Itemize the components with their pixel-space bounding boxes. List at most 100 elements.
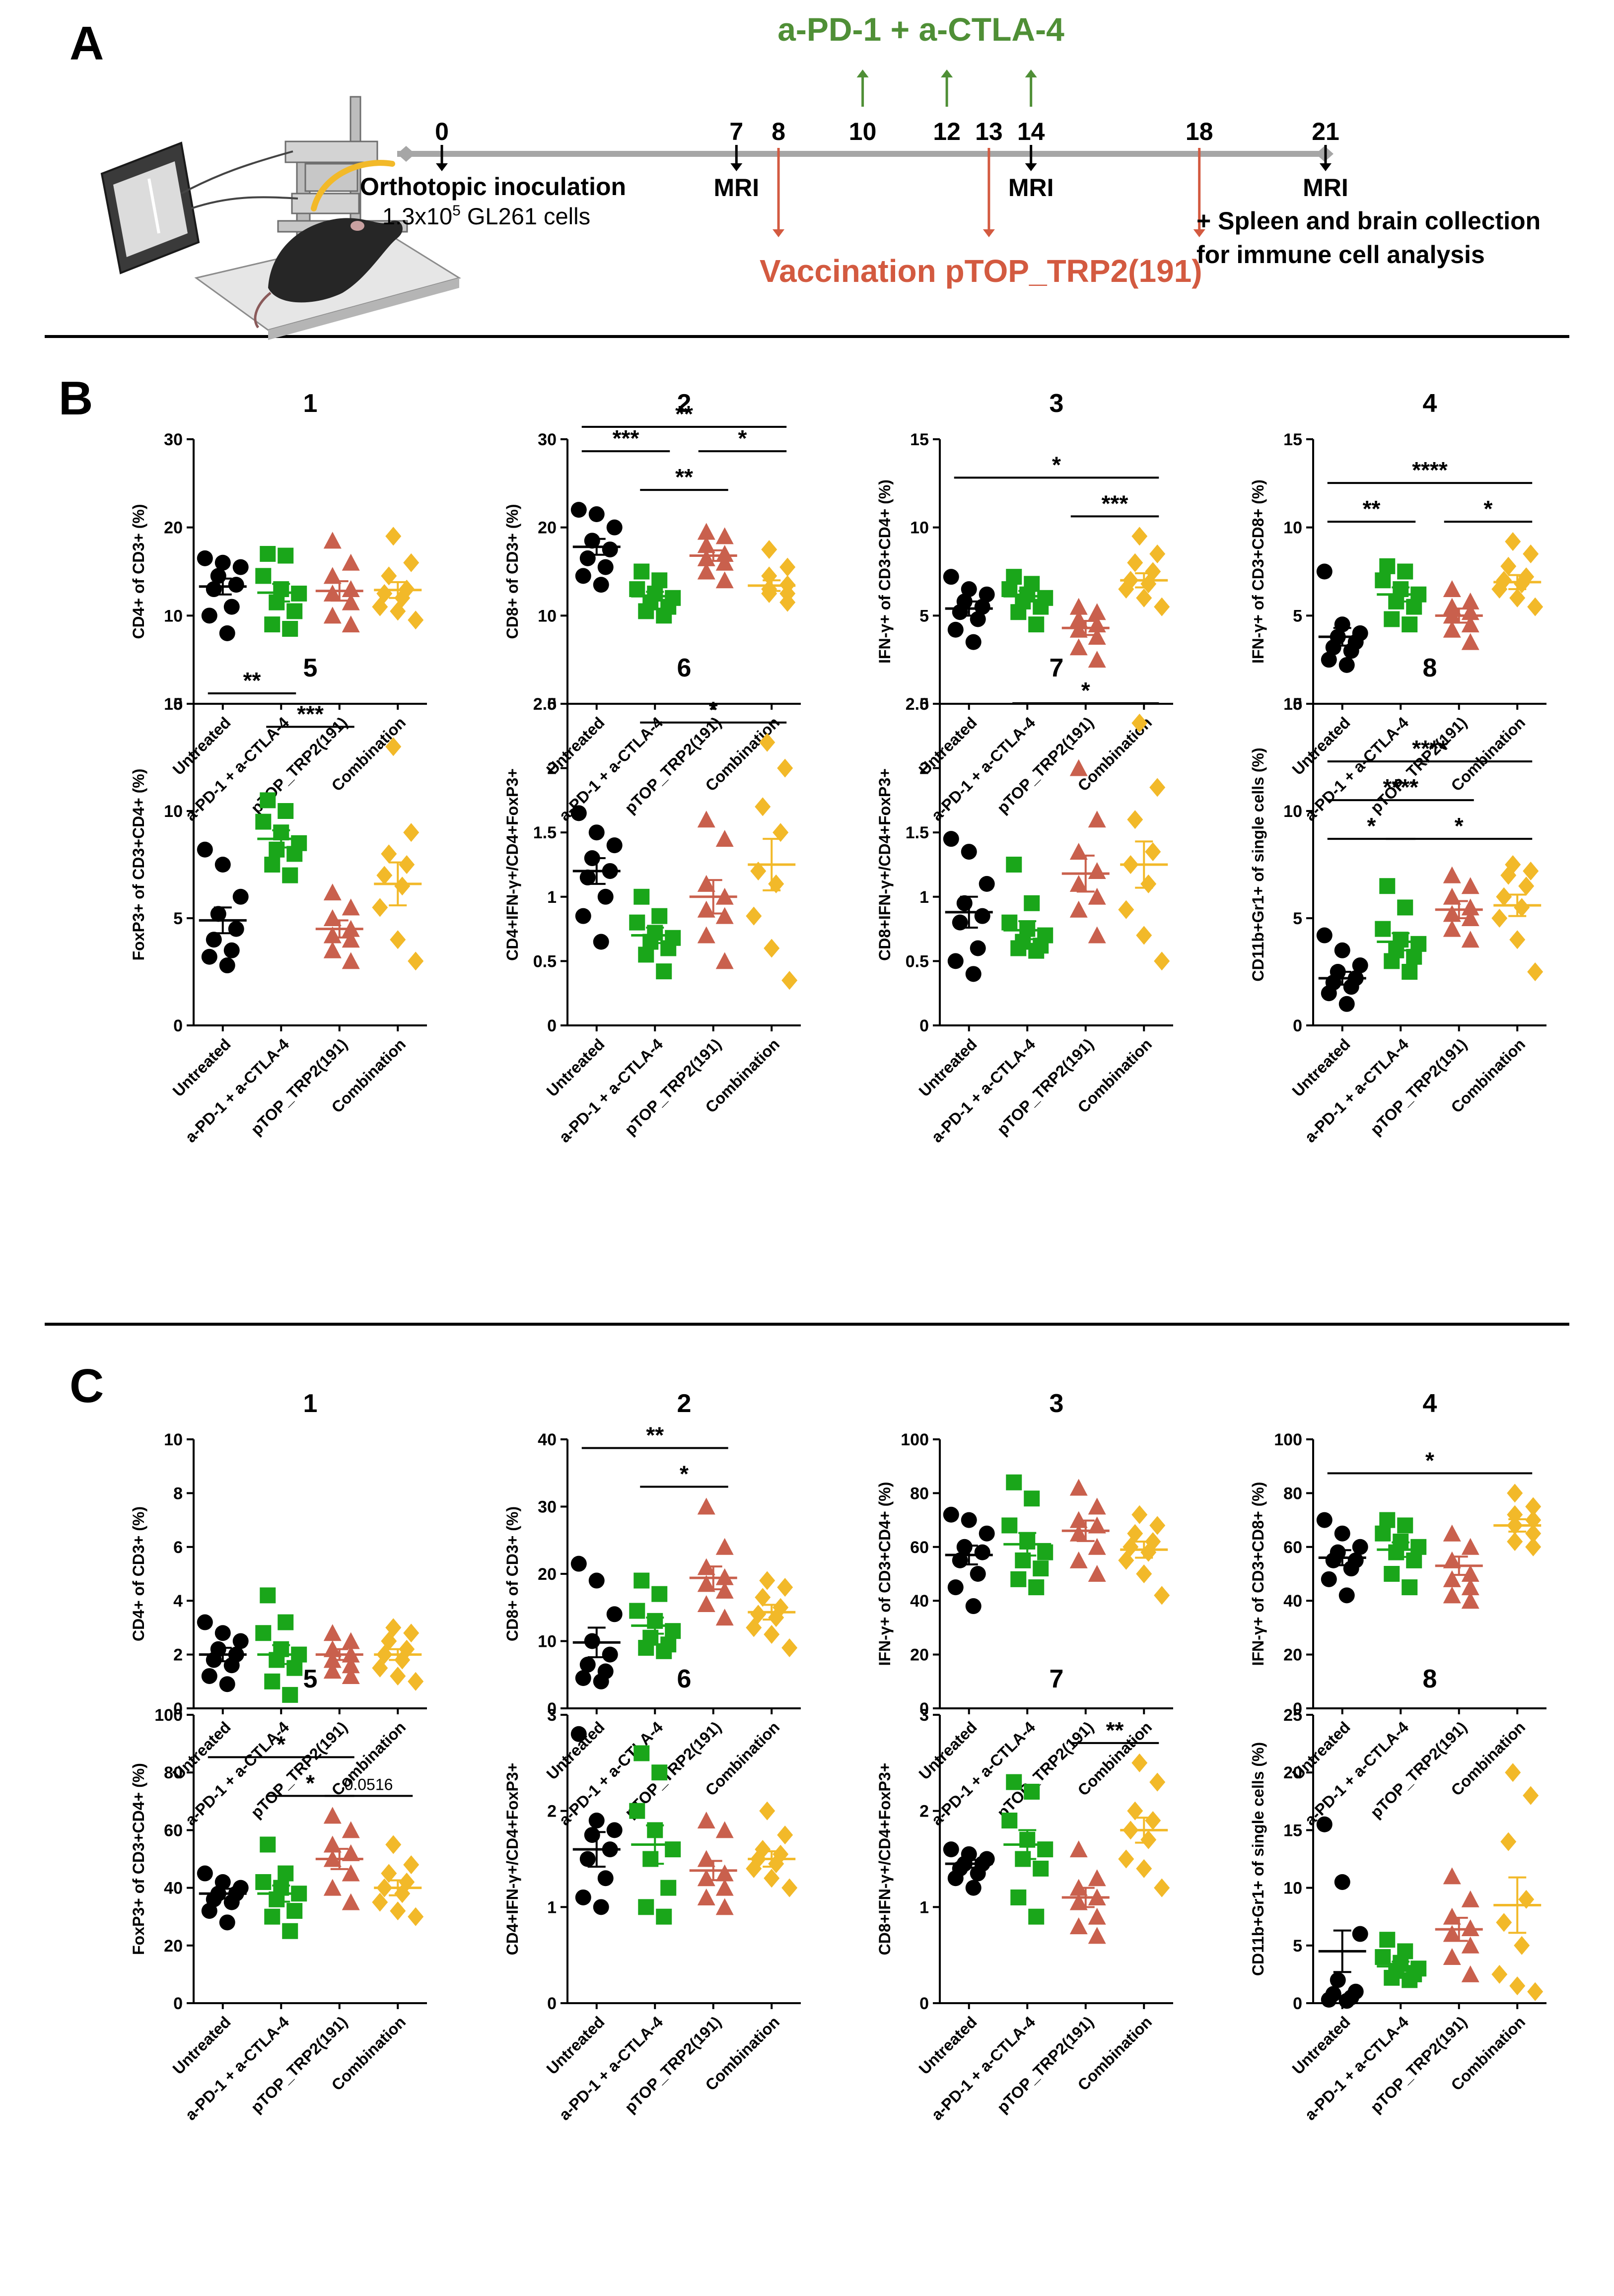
x-tick-label: pTOP_TRP2(191) xyxy=(1367,713,1471,817)
significance-label: * xyxy=(1081,677,1090,703)
data-point-combination xyxy=(1145,1811,1161,1830)
data-point-untreated xyxy=(1321,1992,1337,2008)
data-point-untreated xyxy=(597,559,614,575)
data-point-untreated xyxy=(1338,1587,1355,1604)
x-tick-label: pTOP_TRP2(191) xyxy=(247,1718,351,1822)
data-point-ptop-trp2 xyxy=(323,1662,342,1679)
data-point-untreated xyxy=(1325,639,1341,656)
data-point-apd1-actla4 xyxy=(1384,953,1400,969)
data-point-ptop-trp2 xyxy=(323,584,342,602)
data-point-apd1-actla4 xyxy=(286,1660,303,1676)
chart-title: 3 xyxy=(1050,1389,1064,1418)
data-point-apd1-actla4 xyxy=(1001,581,1018,598)
data-point-ptop-trp2 xyxy=(342,1864,360,1882)
data-point-apd1-actla4 xyxy=(1384,1969,1400,1986)
data-point-combination xyxy=(746,906,762,926)
data-point-ptop-trp2 xyxy=(342,1667,360,1684)
data-point-combination xyxy=(1509,930,1526,949)
data-point-combination xyxy=(1496,1913,1512,1932)
chart-title: 8 xyxy=(1423,1665,1437,1693)
data-point-combination xyxy=(372,1658,388,1678)
mri-arrow-day-14-head xyxy=(1025,163,1037,171)
day-label-7: 7 xyxy=(729,118,743,145)
data-point-apd1-actla4 xyxy=(282,620,298,637)
significance-label: ** xyxy=(675,401,693,427)
data-point-untreated xyxy=(219,625,235,641)
data-point-combination xyxy=(1518,877,1535,896)
significance-label: ** xyxy=(1363,496,1381,522)
data-point-ptop-trp2 xyxy=(715,830,734,847)
y-tick-label: 2.5 xyxy=(533,695,557,714)
y-tick-label: 60 xyxy=(164,1821,183,1840)
data-point-ptop-trp2 xyxy=(715,571,734,589)
significance-label: **** xyxy=(1412,736,1448,761)
data-point-apd1-actla4 xyxy=(1406,1552,1422,1568)
data-point-combination xyxy=(1118,1551,1134,1570)
data-point-ptop-trp2 xyxy=(1461,615,1479,633)
data-point-ptop-trp2 xyxy=(323,1807,342,1824)
x-tick-label: pTOP_TRP2(191) xyxy=(1367,2013,1471,2116)
data-point-apd1-actla4 xyxy=(282,867,298,883)
data-point-ptop-trp2 xyxy=(1069,1511,1088,1528)
data-point-ptop-trp2 xyxy=(715,907,734,924)
y-tick-label: 0 xyxy=(173,1699,183,1718)
data-point-apd1-actla4 xyxy=(651,1586,668,1602)
data-point-untreated xyxy=(588,506,605,523)
data-point-apd1-actla4 xyxy=(656,1643,672,1659)
data-point-combination xyxy=(1149,778,1166,797)
data-point-ptop-trp2 xyxy=(342,898,360,916)
data-point-combination xyxy=(1154,597,1170,616)
data-point-combination xyxy=(1500,556,1517,576)
y-axis-label: CD4+IFN-γ+/CD4+FoxP3+ xyxy=(503,1763,521,1956)
y-tick-label: 5 xyxy=(1293,909,1302,928)
collection-label-line2: for immune cell analysis xyxy=(1196,241,1485,269)
data-point-apd1-actla4 xyxy=(1379,878,1396,894)
data-point-ptop-trp2 xyxy=(1088,887,1106,905)
data-point-untreated xyxy=(232,888,249,905)
y-tick-label: 0 xyxy=(919,695,929,714)
data-point-ptop-trp2 xyxy=(1461,1565,1479,1582)
x-tick-label: pTOP_TRP2(191) xyxy=(993,2013,1097,2116)
data-point-ptop-trp2 xyxy=(323,1624,342,1641)
data-point-ptop-trp2 xyxy=(715,1864,734,1882)
data-point-ptop-trp2 xyxy=(1088,926,1106,944)
data-point-combination xyxy=(1118,580,1134,599)
data-point-apd1-actla4 xyxy=(1402,964,1418,980)
data-point-combination xyxy=(390,1666,406,1686)
drug-arrow-day-12-head xyxy=(941,69,953,77)
data-point-ptop-trp2 xyxy=(1443,1551,1461,1568)
data-point-combination xyxy=(777,758,793,778)
day-label-18: 18 xyxy=(1186,118,1213,145)
data-point-apd1-actla4 xyxy=(1006,1474,1022,1490)
data-point-ptop-trp2 xyxy=(342,1893,360,1910)
data-point-ptop-trp2 xyxy=(1443,580,1461,598)
data-point-ptop-trp2 xyxy=(697,1595,715,1612)
data-point-untreated xyxy=(1352,1926,1368,1942)
data-point-ptop-trp2 xyxy=(697,1850,715,1867)
data-point-combination xyxy=(779,557,796,577)
data-point-ptop-trp2 xyxy=(697,1575,715,1592)
y-tick-label: 100 xyxy=(1274,1430,1302,1449)
data-point-ptop-trp2 xyxy=(1088,1565,1106,1582)
chart-title: 1 xyxy=(303,389,318,418)
y-tick-label: 2 xyxy=(919,1802,929,1821)
y-tick-label: 60 xyxy=(910,1538,929,1557)
data-point-untreated xyxy=(219,1676,235,1692)
data-point-ptop-trp2 xyxy=(323,532,342,549)
significance-label: *** xyxy=(1102,490,1128,516)
data-point-untreated xyxy=(219,957,235,974)
data-point-untreated xyxy=(206,581,222,598)
data-point-apd1-actla4 xyxy=(1384,1566,1400,1582)
y-tick-label: 1.5 xyxy=(533,823,557,842)
y-tick-label: 15 xyxy=(1283,695,1302,714)
y-tick-label: 30 xyxy=(164,430,183,449)
data-point-apd1-actla4 xyxy=(660,1880,677,1896)
data-point-ptop-trp2 xyxy=(342,593,360,610)
y-tick-label: 0 xyxy=(547,1016,557,1035)
data-point-untreated xyxy=(570,805,587,821)
significance-label: * xyxy=(277,1731,285,1757)
significance-label: *** xyxy=(297,701,324,727)
data-point-untreated xyxy=(970,611,986,627)
y-axis-label: CD11b+Gr1+ of single cells (%) xyxy=(1249,747,1267,981)
